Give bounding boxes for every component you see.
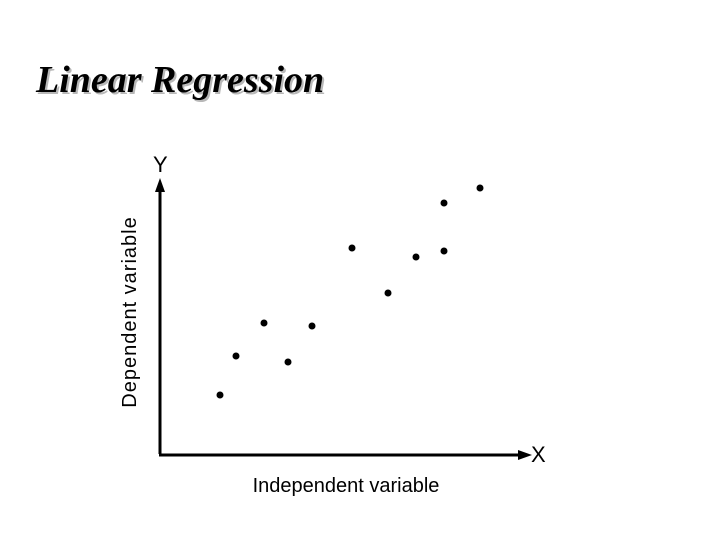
slide-title: Linear Regression [36,59,325,101]
data-point-6 [348,244,356,252]
data-point-11 [476,184,484,192]
y-axis-symbol: Y [153,152,168,177]
data-point-2 [232,352,240,360]
x-axis-symbol: X [531,442,546,467]
data-points [216,184,484,399]
data-point-1 [216,391,224,399]
y-axis-title: Dependent variable [119,216,141,407]
x-axis [159,450,532,460]
data-point-10 [440,247,448,255]
y-axis [155,178,165,454]
data-point-3 [260,319,268,327]
data-point-9 [440,199,448,207]
data-point-8 [412,253,420,261]
data-point-5 [308,322,316,330]
y-axis-arrow [155,178,165,192]
x-axis-arrow [518,450,532,460]
data-point-7 [384,289,392,297]
data-point-4 [284,358,292,366]
x-axis-title: Independent variable [253,475,440,497]
